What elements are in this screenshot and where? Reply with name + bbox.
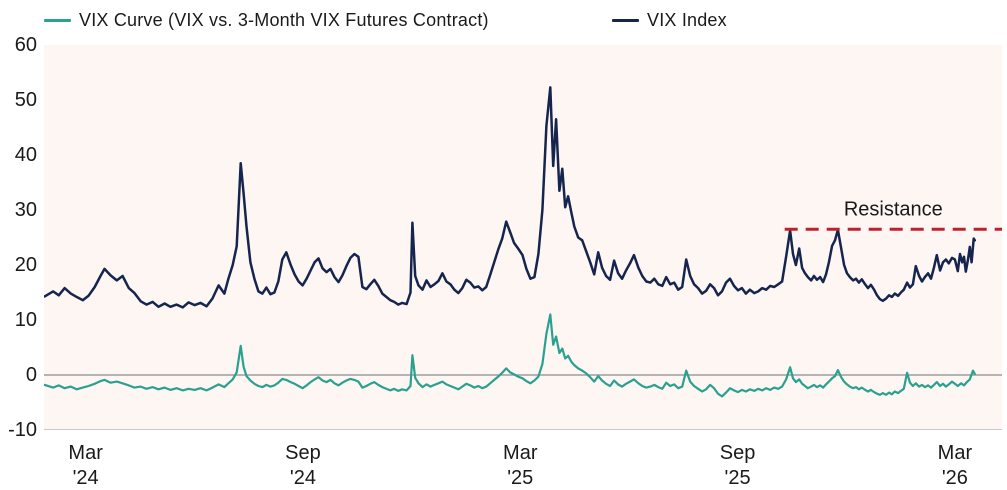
vix-index-line <box>44 86 977 309</box>
vix-curve-line <box>44 313 976 398</box>
x-tick-label: Sep '24 <box>285 442 321 489</box>
x-tick-label: Mar '24 <box>68 442 103 489</box>
resistance-label: Resistance <box>844 199 943 221</box>
y-tick-label: 0 <box>25 364 37 386</box>
legend-item-vix-curve: VIX Curve (VIX vs. 3-Month VIX Futures C… <box>44 6 489 34</box>
x-tick-label: Sep '25 <box>719 442 756 489</box>
x-tick-label: Mar '25 <box>503 442 538 489</box>
chart-legend: VIX Curve (VIX vs. 3-Month VIX Futures C… <box>0 6 1007 34</box>
chart-canvas: Resistance <box>44 86 1002 398</box>
y-tick-label: 50 <box>14 89 37 111</box>
vix-curve-line-swatch <box>44 18 71 22</box>
y-tick-label: -10 <box>8 419 37 441</box>
y-tick-label: 30 <box>14 199 37 221</box>
plot-area: Resistance <box>44 45 1002 430</box>
vix-index-line-swatch <box>612 18 639 22</box>
y-tick-label: 60 <box>14 34 37 56</box>
x-tick-label: Mar '26 <box>937 442 973 489</box>
legend-label-vix-index: VIX Index <box>647 9 727 30</box>
y-tick-label: 10 <box>14 309 37 331</box>
y-tick-label: 20 <box>14 254 37 276</box>
legend-label-vix-curve: VIX Curve (VIX vs. 3-Month VIX Futures C… <box>79 9 489 30</box>
legend-item-vix-index: VIX Index <box>612 6 727 34</box>
y-tick-label: 40 <box>14 144 37 166</box>
